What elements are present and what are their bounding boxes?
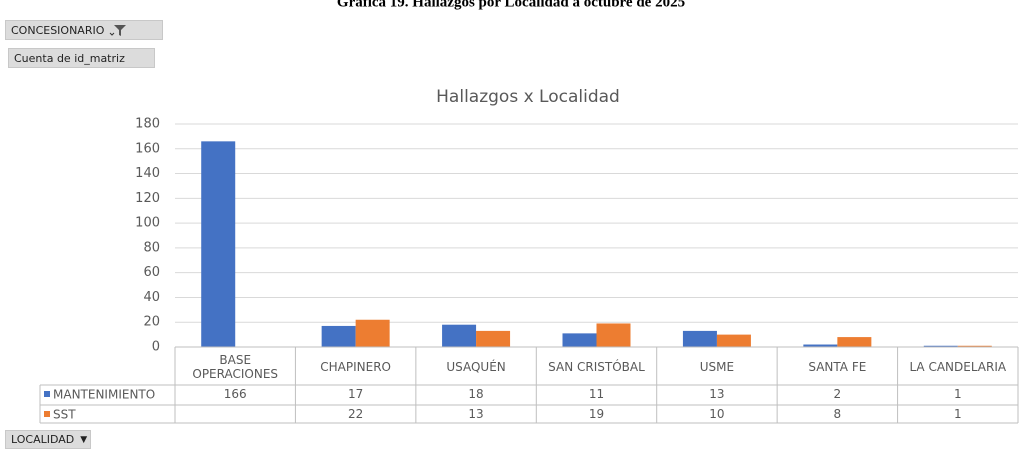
- bar: [442, 324, 477, 347]
- bar: [716, 334, 751, 347]
- axis-button[interactable]: LOCALIDAD ▼: [5, 430, 91, 449]
- y-tick-label: 140: [135, 166, 160, 181]
- legend-swatch: [44, 411, 50, 417]
- table-value: 13: [709, 387, 725, 401]
- bar: [201, 141, 236, 347]
- y-tick-label: 80: [143, 240, 160, 255]
- x-tick-label: USAQUÉN: [446, 359, 506, 374]
- y-tick-label: 20: [143, 315, 160, 330]
- table-value: 22: [347, 407, 364, 421]
- y-tick-label: 100: [135, 216, 160, 231]
- table-value: 18: [468, 387, 484, 401]
- y-tick-label: 160: [135, 141, 160, 156]
- table-value: 17: [347, 387, 364, 401]
- filter-label: CONCESIONARIO: [11, 23, 105, 37]
- value-button[interactable]: Cuenta de id_matriz: [8, 48, 155, 68]
- filter-button[interactable]: CONCESIONARIO: [5, 20, 163, 40]
- x-tick-label: CHAPINERO: [320, 359, 391, 374]
- table-value: [175, 405, 295, 423]
- table-value: 13: [468, 407, 484, 421]
- table-value: 10: [709, 407, 725, 421]
- bar: [923, 345, 958, 347]
- y-tick-label: 180: [135, 117, 160, 132]
- bar: [321, 325, 356, 347]
- x-tick-label: SAN CRISTÓBAL: [548, 359, 645, 374]
- bar: [803, 344, 838, 347]
- y-tick-label: 0: [152, 340, 160, 355]
- table-value: 11: [588, 387, 605, 401]
- table-value: 166: [223, 387, 247, 401]
- y-tick-label: 120: [135, 191, 160, 206]
- filter-icon: [110, 25, 127, 36]
- legend-label: MANTENIMIENTO: [53, 388, 155, 402]
- bar: [682, 330, 717, 347]
- table-value: 1: [953, 387, 962, 401]
- y-tick-label: 40: [143, 290, 160, 305]
- table-value: 8: [833, 407, 842, 421]
- bar: [957, 345, 992, 347]
- dropdown-icon: ▼: [80, 434, 88, 445]
- bar: [562, 333, 597, 347]
- axis-label: LOCALIDAD: [11, 433, 75, 446]
- bar: [837, 337, 872, 347]
- page-title: Gráfica 19. Hallazgos por Localidad a oc…: [337, 0, 685, 10]
- legend-swatch: [44, 391, 50, 397]
- y-tick-label: 60: [143, 265, 160, 280]
- table-value: 1: [953, 407, 962, 421]
- bar: [355, 319, 390, 347]
- legend-label: SST: [53, 408, 76, 422]
- bar: [596, 323, 631, 347]
- x-tick-label: LA CANDELARIA: [909, 359, 1007, 374]
- chart-title: Hallazgos x Localidad: [436, 87, 620, 107]
- table-value: 2: [833, 387, 842, 401]
- table-value: 19: [588, 407, 605, 421]
- bar: [476, 330, 511, 347]
- x-tick-label: USME: [699, 359, 735, 374]
- x-tick-label: SANTA FE: [808, 359, 867, 374]
- value-label: Cuenta de id_matriz: [14, 51, 125, 65]
- x-tick-label: BASE OPERACIONES: [192, 352, 279, 381]
